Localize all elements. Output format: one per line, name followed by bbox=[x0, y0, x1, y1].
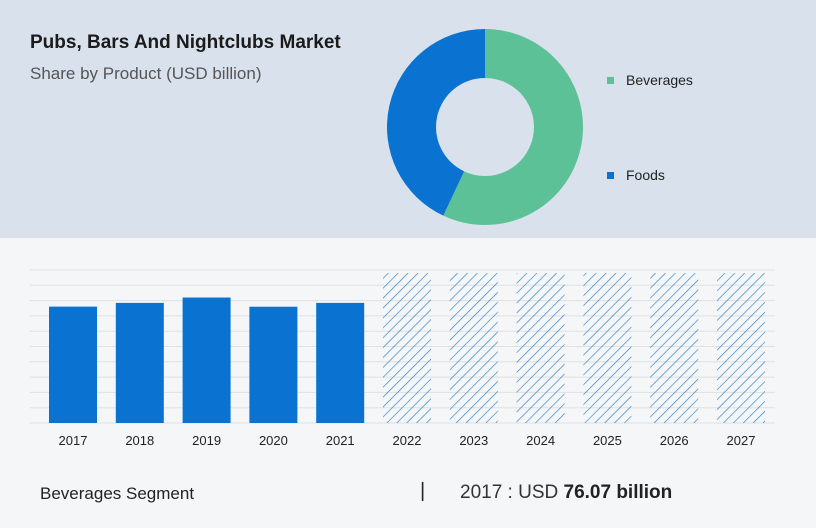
footer-value: 2017 : USD 76.07 billion bbox=[460, 482, 672, 504]
donut-slice-foods bbox=[387, 29, 485, 216]
legend-label-beverages: Beverages bbox=[626, 72, 693, 88]
bar-chart: 2017 2018 2019 2020 2021 2022 2023 2024 2025 2026… bbox=[30, 269, 775, 448]
footer-highlight-value: 76.07 billion bbox=[563, 482, 673, 503]
bar-2018 bbox=[115, 302, 164, 423]
forecast-bar-2023 bbox=[449, 273, 498, 423]
bar-2020 bbox=[249, 306, 298, 423]
footer-year-prefix: 2017 : USD bbox=[460, 482, 564, 503]
x-tick-label-2023: 2023 bbox=[459, 433, 488, 448]
donut-slice-beverages bbox=[443, 29, 583, 225]
donut-chart bbox=[387, 29, 583, 225]
forecast-bar-2026 bbox=[650, 273, 699, 423]
x-tick-label-2019: 2019 bbox=[192, 433, 221, 448]
x-tick-label-2020: 2020 bbox=[259, 433, 288, 448]
x-tick-label-2024: 2024 bbox=[526, 433, 555, 448]
legend-label-foods: Foods bbox=[626, 167, 665, 183]
x-tick-label-2025: 2025 bbox=[593, 433, 622, 448]
chart-subtitle: Share by Product (USD billion) bbox=[30, 64, 262, 83]
legend-item-foods: Foods bbox=[607, 167, 665, 183]
forecast-bar-2025 bbox=[583, 273, 632, 423]
footer-separator: | bbox=[420, 480, 426, 502]
bar-2017 bbox=[49, 306, 97, 423]
bar-2021 bbox=[316, 302, 365, 423]
x-tick-label-2017: 2017 bbox=[59, 433, 88, 448]
chart-title: Pubs, Bars And Nightclubs Market bbox=[30, 32, 341, 53]
legend-swatch-foods bbox=[607, 171, 614, 179]
forecast-bar-2027 bbox=[717, 273, 765, 423]
legend-swatch-beverages bbox=[607, 76, 614, 84]
x-tick-label-2026: 2026 bbox=[660, 433, 689, 448]
legend-item-beverages: Beverages bbox=[607, 72, 693, 88]
x-tick-label-2022: 2022 bbox=[393, 433, 422, 448]
x-tick-label-2021: 2021 bbox=[326, 433, 355, 448]
x-tick-label-2018: 2018 bbox=[125, 433, 154, 448]
x-tick-label-2027: 2027 bbox=[727, 433, 756, 448]
forecast-bar-2022 bbox=[383, 273, 431, 423]
forecast-bar-2024 bbox=[516, 273, 565, 423]
bar-2019 bbox=[182, 297, 231, 423]
footer-segment-label: Beverages Segment bbox=[40, 484, 195, 503]
